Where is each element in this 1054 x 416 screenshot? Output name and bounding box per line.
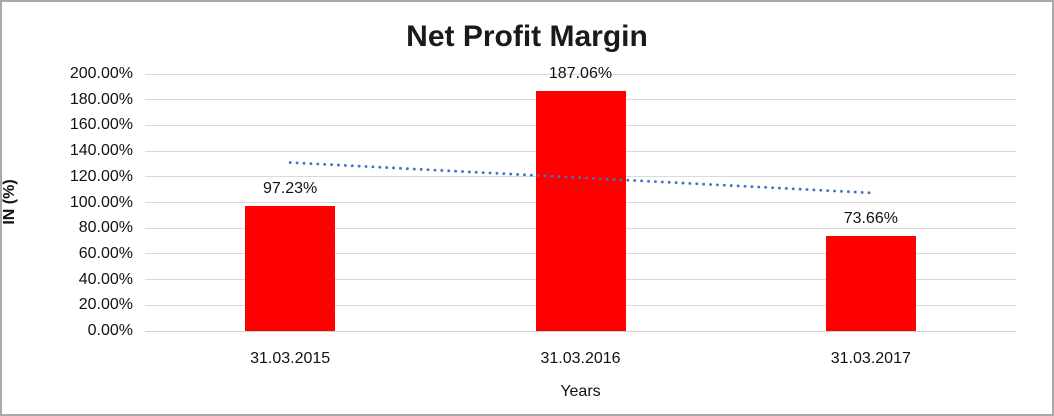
bar-31.03.2016 bbox=[535, 90, 626, 331]
bar-data-label: 73.66% bbox=[843, 210, 898, 228]
y-tick-label: 120.00% bbox=[69, 167, 133, 185]
y-tick-label: 0.00% bbox=[87, 322, 133, 339]
y-tick-label: 60.00% bbox=[78, 244, 133, 262]
y-tick-label: 100.00% bbox=[69, 193, 133, 211]
bar-data-label: 97.23% bbox=[263, 180, 318, 198]
y-tick-label: 40.00% bbox=[78, 270, 133, 288]
gridline bbox=[145, 73, 1016, 75]
plot-area: 97.23% 187.06% 73.66% bbox=[145, 65, 1016, 332]
y-tick-label: 160.00% bbox=[69, 116, 133, 134]
x-tick-label: 31.03.2017 bbox=[830, 350, 911, 367]
x-tick-label: 31.03.2016 bbox=[540, 350, 621, 367]
bar-data-label: 187.06% bbox=[548, 64, 613, 82]
bar-31.03.2017 bbox=[825, 236, 916, 331]
trendline-layer bbox=[288, 161, 873, 195]
trendline bbox=[288, 161, 873, 195]
y-tick-label: 200.00% bbox=[69, 65, 133, 82]
y-tick-label: 180.00% bbox=[69, 90, 133, 108]
y-tick-label: 140.00% bbox=[69, 142, 133, 160]
y-tick-label: 80.00% bbox=[78, 219, 133, 237]
x-tick-label: 31.03.2015 bbox=[250, 350, 331, 367]
chart-title: Net Profit Margin bbox=[406, 20, 648, 53]
y-tick-label: 20.00% bbox=[78, 296, 133, 314]
bar-31.03.2015 bbox=[245, 206, 336, 331]
x-axis-line bbox=[145, 330, 1016, 332]
x-axis-title: Years bbox=[560, 383, 601, 400]
